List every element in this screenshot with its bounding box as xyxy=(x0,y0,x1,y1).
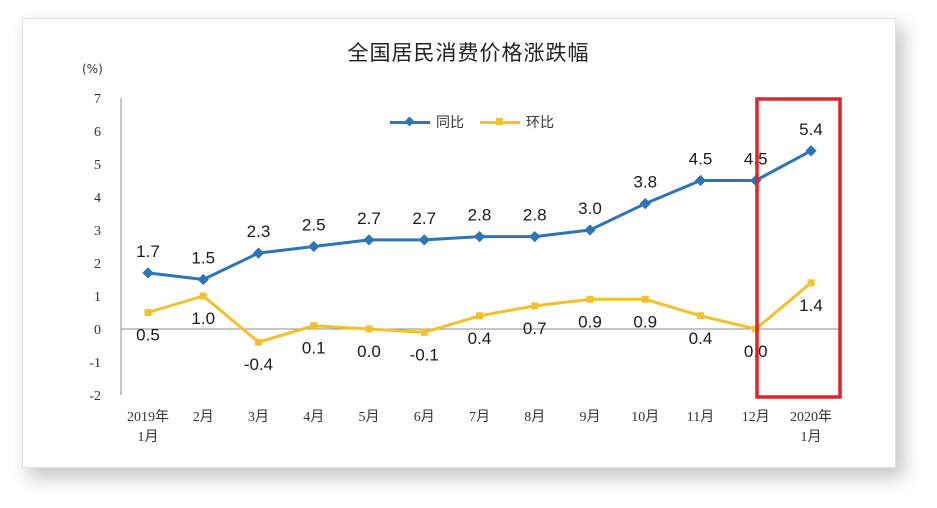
x-tick-label: 12月 xyxy=(742,409,770,425)
data-label-yoy: 2.5 xyxy=(302,216,326,235)
data-label-yoy: 2.3 xyxy=(247,222,271,241)
data-point-mom xyxy=(420,328,428,336)
x-tick-label: 8月 xyxy=(524,409,545,425)
data-point-mom xyxy=(199,292,207,300)
legend-item-mom: 环比 xyxy=(480,112,554,132)
data-label-mom: 0.4 xyxy=(689,329,713,348)
data-point-yoy xyxy=(197,273,209,286)
data-point-yoy xyxy=(639,197,651,210)
data-point-yoy xyxy=(142,267,154,279)
x-tick-label: 2019年 xyxy=(127,409,169,425)
data-label-yoy: 2.7 xyxy=(357,209,381,228)
data-point-mom xyxy=(365,325,373,333)
data-point-mom xyxy=(807,279,815,287)
data-label-yoy: 4.5 xyxy=(689,150,713,169)
data-point-mom xyxy=(531,302,539,310)
data-point-mom xyxy=(641,295,649,303)
data-label-mom: 0.7 xyxy=(523,319,547,338)
legend-swatch-yoy xyxy=(390,116,430,128)
x-tick-label: 7月 xyxy=(469,409,490,425)
x-tick-label: 11月 xyxy=(687,409,714,425)
data-label-mom: 0.1 xyxy=(302,339,326,358)
data-point-mom xyxy=(476,312,483,320)
highlight-box xyxy=(755,97,842,399)
data-label-yoy: 2.8 xyxy=(523,206,547,225)
data-label-yoy: 5.4 xyxy=(799,120,823,139)
legend-label-mom: 环比 xyxy=(526,115,554,131)
diamond-marker-icon xyxy=(404,116,415,127)
y-axis-unit: (%) xyxy=(82,62,103,76)
chart-card xyxy=(22,18,896,468)
chart-title: 全国居民消费价格涨跌幅 xyxy=(347,41,590,65)
x-tick-label: 5月 xyxy=(359,409,380,425)
x-tick-label: 2020年 xyxy=(790,409,832,425)
y-tick-label: 5 xyxy=(94,158,101,173)
data-point-yoy xyxy=(363,234,375,246)
square-marker-icon xyxy=(496,118,503,125)
data-point-yoy xyxy=(473,230,486,243)
data-label-mom: 1.4 xyxy=(799,296,823,315)
data-label-mom: 0.5 xyxy=(136,326,160,345)
data-label-mom: -0.1 xyxy=(410,345,439,364)
legend-item-yoy: 同比 xyxy=(390,112,464,132)
y-tick-label: 3 xyxy=(94,224,101,239)
x-tick-label: 1月 xyxy=(801,429,822,445)
data-point-yoy xyxy=(418,234,430,246)
x-tick-label: 9月 xyxy=(580,409,601,425)
data-label-yoy: 2.7 xyxy=(412,209,436,228)
data-label-yoy: 3.0 xyxy=(578,199,602,218)
data-point-yoy xyxy=(805,145,817,157)
data-point-yoy xyxy=(529,230,541,243)
data-label-mom: -0.4 xyxy=(244,355,273,374)
x-tick-label: 6月 xyxy=(414,409,435,425)
data-point-yoy xyxy=(584,224,596,236)
data-label-yoy: 3.8 xyxy=(633,173,657,192)
x-tick-label: 4月 xyxy=(303,409,324,425)
legend-swatch-mom xyxy=(480,116,520,128)
data-point-mom xyxy=(255,338,262,346)
legend: 同比 环比 xyxy=(390,112,570,132)
x-tick-label: 3月 xyxy=(248,409,269,425)
x-tick-label: 1月 xyxy=(138,429,159,445)
y-tick-label: 0 xyxy=(94,323,101,338)
x-tick-label: 10月 xyxy=(631,409,659,425)
legend-label-yoy: 同比 xyxy=(436,115,464,131)
data-label-mom: 0.9 xyxy=(633,312,657,331)
data-label-mom: 1.0 xyxy=(191,309,215,328)
y-tick-label: 6 xyxy=(94,125,101,140)
data-point-yoy xyxy=(694,174,707,187)
data-point-mom xyxy=(144,309,152,316)
x-tick-label: 2月 xyxy=(193,409,214,425)
data-point-mom xyxy=(697,312,704,320)
y-tick-label: 2 xyxy=(94,257,101,272)
y-tick-label: 1 xyxy=(94,290,101,305)
data-label-mom: 0.0 xyxy=(357,342,381,361)
data-label-yoy: 1.5 xyxy=(191,249,215,268)
y-tick-label: 7 xyxy=(94,92,101,107)
y-tick-label: -1 xyxy=(89,356,101,371)
data-label-yoy: 2.8 xyxy=(468,206,492,225)
y-tick-label: -2 xyxy=(89,389,101,404)
data-label-yoy: 1.7 xyxy=(136,242,160,261)
data-point-mom xyxy=(310,322,318,330)
y-tick-label: 4 xyxy=(94,191,101,206)
data-point-mom xyxy=(586,295,594,303)
data-point-yoy xyxy=(308,240,320,253)
data-label-mom: 0.9 xyxy=(578,312,602,331)
data-label-mom: 0.4 xyxy=(468,329,492,348)
data-point-yoy xyxy=(252,247,265,259)
